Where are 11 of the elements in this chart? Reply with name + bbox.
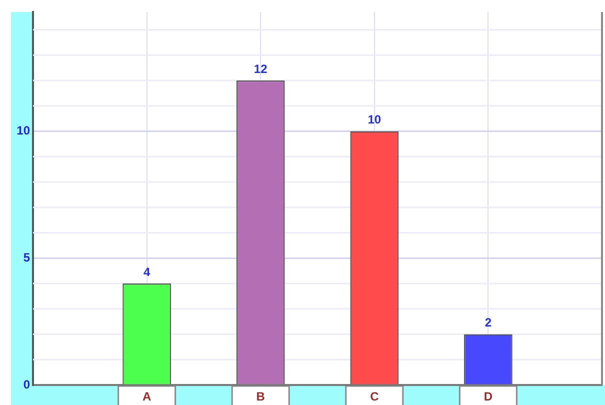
y-tick-label: 5 bbox=[23, 250, 30, 264]
data-label: 4 bbox=[143, 264, 150, 279]
data-label: 2 bbox=[484, 316, 492, 330]
y-tick-label: 0 bbox=[23, 377, 30, 392]
x-tick-label: D bbox=[484, 390, 493, 404]
data-label: 12 bbox=[254, 62, 268, 76]
x-tick-label: A bbox=[142, 390, 152, 404]
x-tick-label: C bbox=[370, 390, 380, 404]
x-tick-label: B bbox=[256, 390, 266, 404]
data-label: 10 bbox=[368, 112, 382, 127]
y-tick-label: 10 bbox=[16, 124, 30, 138]
